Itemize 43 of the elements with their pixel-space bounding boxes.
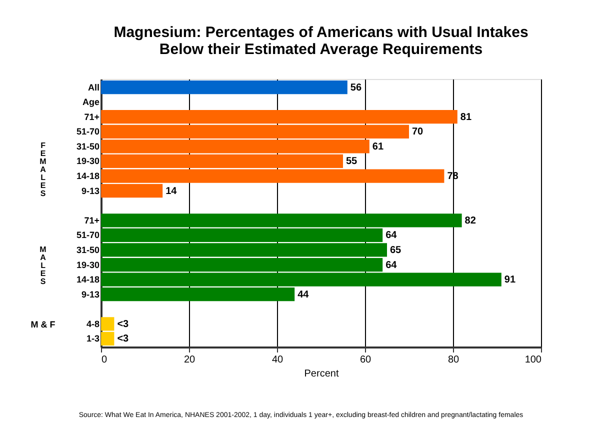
y-tick-label: 9-13: [81, 289, 100, 300]
data-label: 91: [504, 274, 516, 286]
y-tick-label: Age: [82, 97, 100, 108]
data-label: <3: [117, 334, 130, 345]
x-tick-label: 100: [524, 354, 542, 366]
x-tick-label: 20: [184, 354, 196, 366]
data-label: 70: [412, 126, 424, 138]
data-label: 14: [166, 186, 178, 197]
bar: [101, 80, 348, 94]
text: MALES: [40, 245, 47, 286]
y-tick-label: 31-50: [76, 141, 100, 152]
y-tick-label: 51-70: [76, 230, 100, 240]
data-label: 56: [350, 82, 362, 94]
x-tick-label: 40: [272, 354, 284, 366]
data-label: 81: [460, 112, 472, 123]
text: Below their Estimated Average Requirements: [159, 41, 483, 58]
data-label: 61: [372, 141, 384, 152]
y-tick-label: 4-8: [86, 318, 100, 329]
data-label: 44: [298, 289, 310, 300]
y-tick-label: All: [88, 82, 100, 92]
y-tick-label: 71+: [84, 112, 100, 122]
x-axis-title: Percent: [304, 368, 339, 380]
data-label: 64: [386, 230, 398, 242]
data-label: 55: [346, 156, 358, 168]
y-tick-label: 71+: [84, 215, 100, 226]
y-tick-label: 51-70: [76, 126, 100, 137]
data-label: 82: [464, 215, 476, 226]
y-tick-label: 19-30: [76, 156, 100, 166]
y-tick-label: 9-13: [81, 186, 100, 196]
data-label: <3: [117, 318, 130, 330]
y-tick-label: 31-50: [76, 244, 100, 255]
text: M & F: [30, 320, 56, 330]
y-tick-label: 14-18: [76, 274, 100, 285]
text: Magnesium: Percentages of Americans with Usual Intakes: [114, 24, 528, 41]
y-tick-label: 19-30: [76, 260, 100, 270]
data-label: 64: [386, 260, 398, 271]
data-label: 65: [390, 244, 402, 256]
x-tick-label: 80: [448, 354, 460, 366]
y-tick-label: 1-3: [86, 334, 100, 344]
y-tick-label: 14-18: [76, 171, 100, 182]
x-tick-label: 60: [360, 354, 372, 366]
text: FEMALES: [40, 141, 47, 198]
x-tick-label: 0: [102, 354, 108, 366]
